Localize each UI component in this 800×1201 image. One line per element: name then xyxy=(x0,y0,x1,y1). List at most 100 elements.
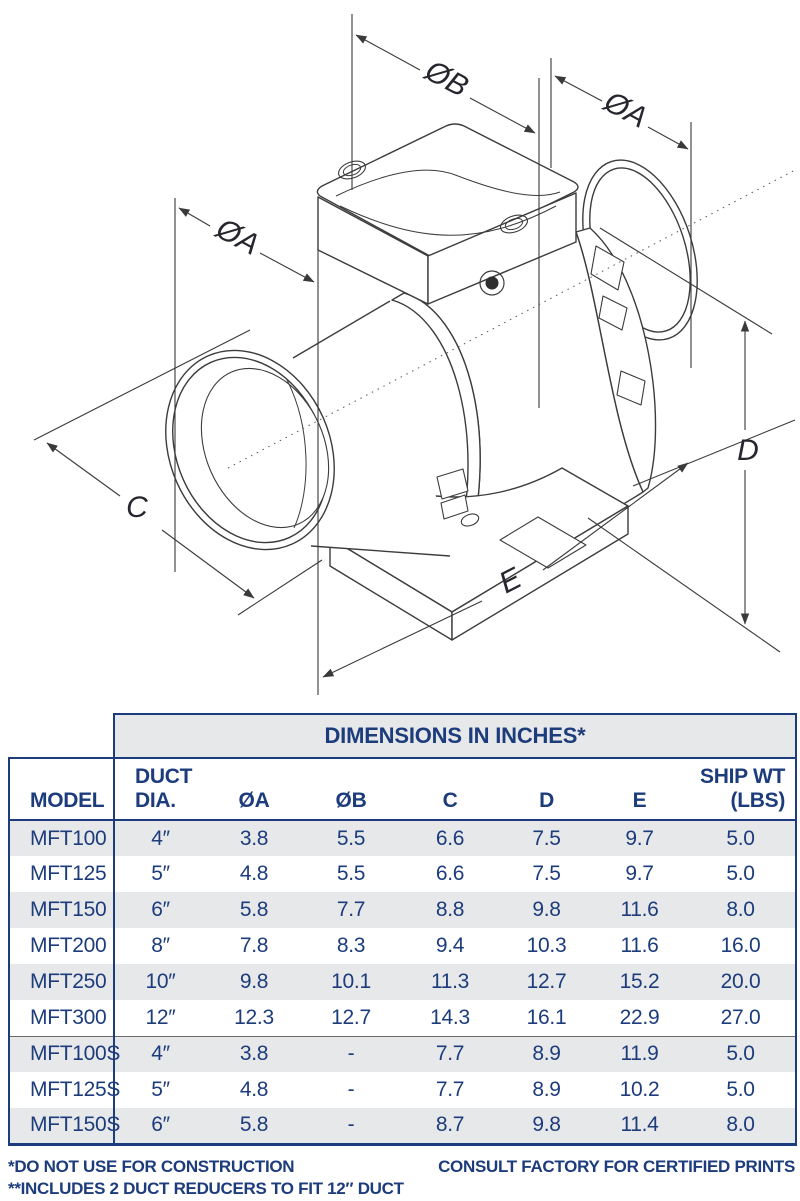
column-header: C xyxy=(400,756,500,822)
model-cell: MFT300 xyxy=(8,1000,115,1037)
dimensions-table: DIMENSIONS IN INCHES* MODEL DUCT DIA. ØA ØB C… xyxy=(8,713,798,1146)
value-cell: 27.0 xyxy=(686,1000,798,1037)
value-cell: 8.3 xyxy=(336,934,366,958)
clamp-buckles xyxy=(436,245,646,520)
table-row: MFT300 12″ 12.3 12.7 14.3 16.1 22.9 27.0 xyxy=(8,1000,798,1037)
value-cell: 7.5 xyxy=(500,820,593,857)
model-cell: MFT100 xyxy=(8,820,115,857)
table-row: MFT125S 5″ 4.8 - 7.7 8.9 10.2 5.0 xyxy=(8,1072,798,1109)
value-cell: 7.7 xyxy=(400,1035,500,1073)
value-cell: 6″ xyxy=(114,892,206,929)
column-header: MODEL xyxy=(8,756,115,822)
value-cell: 5.0 xyxy=(686,1072,798,1109)
value-cell: 4″ xyxy=(114,820,206,857)
value-cell: 3.8 xyxy=(206,820,302,857)
value-cell: 16.1 xyxy=(526,1005,567,1029)
value-cell: 15.2 xyxy=(593,964,686,1001)
value-cell: 5.5 xyxy=(336,862,366,886)
value-cell: 10.2 xyxy=(619,1078,660,1102)
value-cell: 4″ xyxy=(114,1035,206,1073)
value-cell: 9.8 xyxy=(206,964,302,1001)
dimensions-table-wrapper: DIMENSIONS IN INCHES* MODEL DUCT DIA. ØA ØB C… xyxy=(8,713,798,1146)
value-cell: - xyxy=(302,1108,400,1146)
value-cell: 8.9 xyxy=(532,1078,561,1102)
centerline xyxy=(227,169,796,469)
value-cell: 11.4 xyxy=(593,1108,686,1146)
table-title-row: DIMENSIONS IN INCHES* xyxy=(9,713,798,759)
dim-label-d: D xyxy=(737,434,759,467)
model-cell: MFT250 xyxy=(8,964,115,1001)
model-cell: MFT150S xyxy=(8,1108,120,1146)
value-cell: 8″ xyxy=(151,934,170,958)
footnote-duct-reducers: **INCLUDES 2 DUCT REDUCERS TO FIT 12″ DU… xyxy=(8,1179,404,1199)
column-header: D xyxy=(500,756,593,822)
value-cell: 11.3 xyxy=(400,964,500,1001)
value-cell: - xyxy=(302,1035,400,1073)
value-cell: 8.0 xyxy=(686,1108,798,1146)
table-row: MFT150S 6″ 5.8-8.7 9.8 11.4 8.0 xyxy=(8,1108,798,1146)
screw-hole xyxy=(500,214,528,234)
table-title: DIMENSIONS IN INCHES* xyxy=(112,713,798,759)
value-cell: 7.8 xyxy=(239,934,269,958)
value-cell: 12″ xyxy=(145,1005,176,1029)
fan-technical-drawing: ØB ØA ØA C D E xyxy=(33,14,796,695)
column-header: SHIP WT (LBS) xyxy=(686,756,798,822)
value-cell: 8.8 xyxy=(400,892,500,929)
column-header: ØB xyxy=(302,756,400,822)
inlet-duct-collar xyxy=(165,349,335,551)
value-cell: 14.3 xyxy=(430,1005,470,1029)
value-cell: 9.8 xyxy=(500,1108,593,1146)
value-cell: 11.9 xyxy=(593,1035,686,1073)
column-header: E xyxy=(593,756,686,822)
table-title-spacer xyxy=(9,714,114,758)
dim-label-dia-b: ØB xyxy=(419,54,474,104)
value-cell: 9.7 xyxy=(593,820,686,857)
value-cell: 6.6 xyxy=(400,820,500,857)
value-cell: 8.7 xyxy=(400,1108,500,1146)
value-cell: 5.5 xyxy=(302,820,400,857)
value-cell: 12.3 xyxy=(234,1005,274,1029)
table-header-row: MODEL DUCT DIA. ØA ØB C D E SHIP WT (LBS) xyxy=(8,756,798,822)
footnotes: *DO NOT USE FOR CONSTRUCTION CONSULT FAC… xyxy=(8,1156,795,1200)
value-cell: - xyxy=(347,1078,355,1102)
value-cell: 20.0 xyxy=(686,964,798,1001)
column-header: DUCT DIA. xyxy=(114,756,206,822)
value-cell: 5.8 xyxy=(206,1108,302,1146)
column-header: ØA xyxy=(206,756,302,822)
value-cell: 5″ xyxy=(151,862,170,886)
model-cell: MFT125S xyxy=(8,1072,120,1109)
value-cell: 9.8 xyxy=(500,892,593,929)
value-cell: 12.7 xyxy=(500,964,593,1001)
value-cell: 9.4 xyxy=(435,934,465,958)
value-cell: 4.8 xyxy=(239,862,269,886)
table-row: MFT100S 4″ 3.8-7.7 8.9 11.9 5.0 xyxy=(8,1035,798,1073)
value-cell: 16.0 xyxy=(686,928,798,965)
value-cell: 9.7 xyxy=(625,862,654,886)
model-cell: MFT100S xyxy=(8,1035,120,1073)
value-cell: 5.0 xyxy=(686,1035,798,1073)
dim-label-c: C xyxy=(126,491,148,524)
value-cell: 5.8 xyxy=(206,892,302,929)
value-cell: 5.0 xyxy=(686,856,798,893)
dim-label-dia-a-outlet: ØA xyxy=(598,85,653,135)
table-row: MFT100 4″ 3.8 5.5 6.6 7.5 9.7 5.0 xyxy=(8,820,798,857)
value-cell: 11.6 xyxy=(620,934,659,958)
value-cell: 5.0 xyxy=(686,820,798,857)
value-cell: 11.6 xyxy=(593,892,686,929)
model-cell: MFT200 xyxy=(8,928,115,965)
screw-hole xyxy=(338,160,366,180)
dim-label-dia-a-inlet: ØA xyxy=(210,212,265,262)
footnote-consult-factory: CONSULT FACTORY FOR CERTIFIED PRINTS xyxy=(438,1157,795,1176)
value-cell: 6.6 xyxy=(435,862,465,886)
footnote-do-not-use: *DO NOT USE FOR CONSTRUCTION xyxy=(8,1157,295,1176)
value-cell: 6″ xyxy=(114,1108,206,1146)
fan-unit-linework xyxy=(165,123,698,641)
value-cell: 10″ xyxy=(114,964,206,1001)
table-row: MFT150 6″ 5.8 7.7 8.8 9.8 11.6 8.0 xyxy=(8,892,798,929)
model-cell: MFT150 xyxy=(8,892,115,929)
value-cell: 3.8 xyxy=(206,1035,302,1073)
dimension-lines xyxy=(33,14,796,695)
value-cell: 10.1 xyxy=(302,964,400,1001)
value-cell: 5″ xyxy=(151,1078,170,1102)
